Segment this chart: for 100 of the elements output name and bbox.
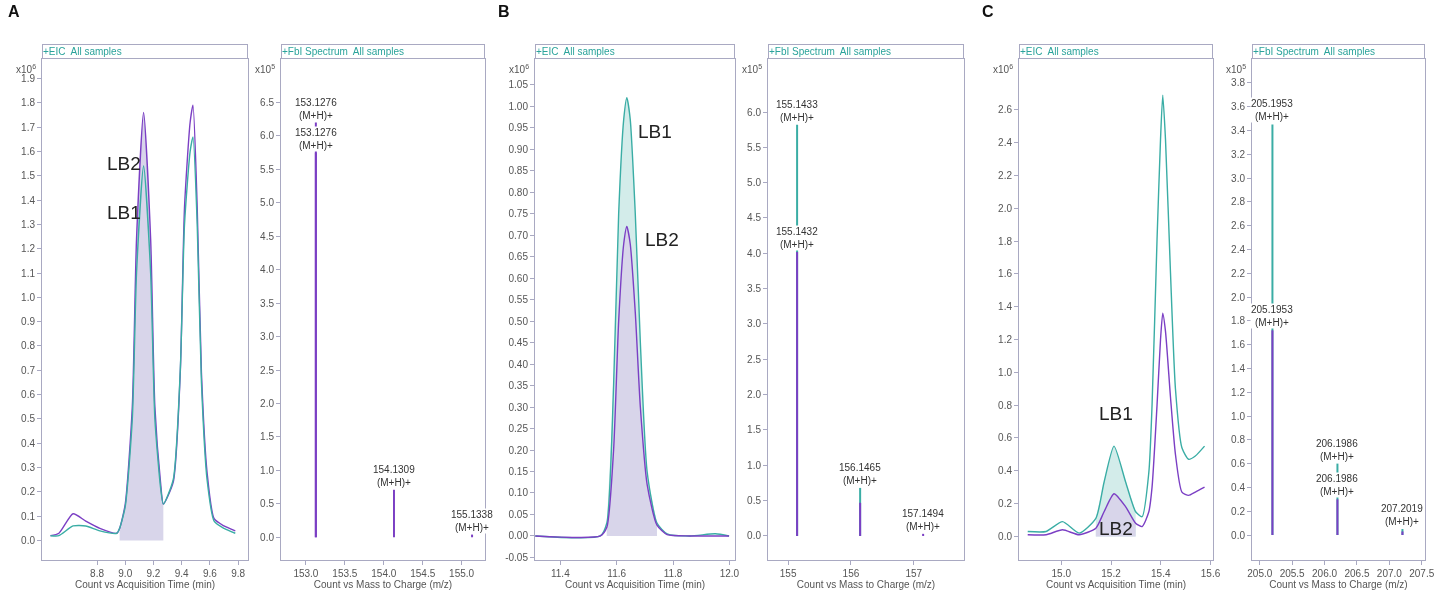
x-tick-label: 156 — [842, 568, 860, 579]
annotation: 154.1309 (M+H)+ — [373, 464, 416, 488]
y-tick-label: 1.8 — [1231, 315, 1246, 327]
y-tick-label: 0.00 — [508, 530, 529, 542]
y-tick-label: 4.0 — [747, 247, 762, 259]
y-tick-label: 0.95 — [508, 122, 529, 134]
y-tick-label: 0.8 — [1231, 434, 1246, 446]
y-tick-label: 1.0 — [21, 291, 36, 303]
y-tick-label: 1.2 — [21, 243, 36, 255]
y-tick-label: 1.5 — [260, 431, 275, 443]
y-tick-label: 0.0 — [21, 535, 36, 547]
x-tick-label: 15.2 — [1101, 568, 1122, 579]
text: B — [498, 3, 510, 20]
x-tick-label: 9.4 — [174, 568, 190, 579]
y-tick-label: 0.6 — [21, 389, 36, 401]
y-tick-label: 2.6 — [998, 104, 1013, 116]
y-tick-label: 1.0 — [747, 459, 762, 471]
x-tick-label: 154.0 — [371, 568, 397, 579]
x-axis-title: Count vs Acquisition Time (min) — [74, 579, 216, 590]
y-tick-label: 2.8 — [1231, 196, 1246, 208]
y-tick-label: 3.0 — [1231, 172, 1246, 184]
x-tick-label: 15.0 — [1051, 568, 1072, 579]
y-tick-label: 0.30 — [508, 401, 529, 413]
y-tick-label: 0.2 — [1231, 505, 1246, 517]
y-tick-label: 1.1 — [21, 267, 36, 279]
y-tick-label: 1.0 — [1231, 410, 1246, 422]
x-tick-label: 11.4 — [550, 568, 571, 579]
y-axis-title: x10$^{5}$ — [1226, 63, 1247, 76]
x-tick-label: 12.0 — [719, 568, 740, 579]
annotation: 206.1986 (M+H)+ — [1316, 438, 1359, 462]
x-axis-title: Count vs Acquisition Time (min) — [1045, 579, 1187, 590]
y-tick-label: 0.4 — [21, 437, 36, 449]
y-tick-label: 0.0 — [260, 531, 275, 543]
x-axis-title: Count vs Mass to Charge (m/z) — [1269, 579, 1408, 590]
y-tick-label: 3.4 — [1231, 124, 1246, 136]
y-tick-label: 3.5 — [747, 283, 762, 295]
y-tick-label: 0.0 — [747, 530, 762, 542]
y-tick-label: 1.6 — [1231, 339, 1246, 351]
annotation: LB2 — [645, 229, 679, 250]
annotation: 155.1433 (M+H)+ — [776, 99, 819, 123]
y-tick-label: 1.2 — [1231, 386, 1246, 398]
annotation: 153.1276 (M+H)+ — [295, 127, 338, 151]
y-tick-label: 4.5 — [260, 230, 275, 242]
y-tick-label: 0.80 — [508, 186, 529, 198]
y-tick-label: 0.6 — [998, 432, 1013, 444]
annotation: 207.2019 (M+H)+ — [1381, 503, 1424, 527]
y-tick-label: 3.2 — [1231, 148, 1246, 160]
annotation: 205.1953 (M+H)+ — [1251, 304, 1294, 328]
y-tick-label: 1.7 — [21, 121, 36, 133]
x-tick-label: 153.5 — [332, 568, 358, 579]
y-tick-label: 2.0 — [260, 397, 275, 409]
y-tick-label: 1.4 — [1231, 362, 1246, 374]
y-tick-label: 0.20 — [508, 444, 529, 456]
chart-title: +FbI Spectrum All samples — [1253, 46, 1375, 57]
x-axis-title: Count vs Mass to Charge (m/z) — [796, 579, 936, 590]
annotation: LB2 — [107, 153, 141, 174]
y-tick-label: 1.4 — [21, 194, 36, 206]
annotation: 153.1276 (M+H)+ — [295, 97, 338, 121]
y-tick-label: 6.5 — [260, 96, 275, 108]
y-tick-label: 0.35 — [508, 380, 529, 392]
y-tick-label: 5.0 — [260, 197, 275, 209]
chart-title: +EIC All samples — [43, 46, 122, 57]
y-tick-label: 0.50 — [508, 315, 529, 327]
chart-title: +FbI Spectrum All samples — [282, 46, 404, 57]
y-tick-label: 2.5 — [747, 353, 762, 365]
annotation: LB1 — [1099, 403, 1133, 424]
chart-title: +FbI Spectrum All samples — [769, 46, 891, 57]
x-tick-label: 15.4 — [1151, 568, 1171, 579]
y-tick-label: 0.5 — [260, 498, 275, 510]
x-tick-label: 155.0 — [449, 568, 475, 579]
y-tick-label: 4.0 — [260, 264, 275, 276]
y-tick-label: 3.0 — [747, 318, 762, 330]
y-tick-label: 1.00 — [508, 100, 529, 112]
y-tick-label: 1.0 — [998, 366, 1013, 378]
chart-title: +EIC All samples — [536, 46, 615, 57]
y-tick-label: 0.25 — [508, 423, 529, 435]
y-tick-label: 0.0 — [998, 530, 1013, 542]
x-tick-label: 206.5 — [1344, 568, 1370, 579]
x-tick-label: 157 — [905, 568, 923, 579]
y-tick-label: 0.9 — [21, 316, 36, 328]
y-tick-label: 3.8 — [1231, 77, 1246, 89]
y-tick-label: 0.05 — [508, 508, 529, 520]
x-tick-label: 154.5 — [410, 568, 436, 579]
x-tick-label: 9.0 — [118, 568, 133, 579]
y-tick-label: 0.55 — [508, 294, 529, 306]
y-axis-title: x10$^{5}$ — [255, 63, 276, 76]
y-tick-label: 0.60 — [508, 272, 529, 284]
y-tick-label: 1.9 — [21, 72, 36, 84]
y-tick-label: -0.05 — [505, 551, 529, 563]
y-tick-label: 1.8 — [21, 97, 36, 109]
y-tick-label: 0.65 — [508, 251, 529, 263]
x-tick-label: 15.6 — [1200, 568, 1221, 579]
y-tick-label: 4.5 — [747, 212, 762, 224]
x-tick-label: 207.0 — [1376, 568, 1403, 579]
y-tick-label: 2.4 — [998, 137, 1013, 149]
y-tick-label: 0.85 — [508, 165, 529, 177]
y-tick-label: 3.0 — [260, 331, 275, 343]
x-tick-label: 11.6 — [607, 568, 627, 579]
y-tick-label: 6.0 — [747, 106, 762, 118]
annotation: LB1 — [638, 121, 672, 142]
